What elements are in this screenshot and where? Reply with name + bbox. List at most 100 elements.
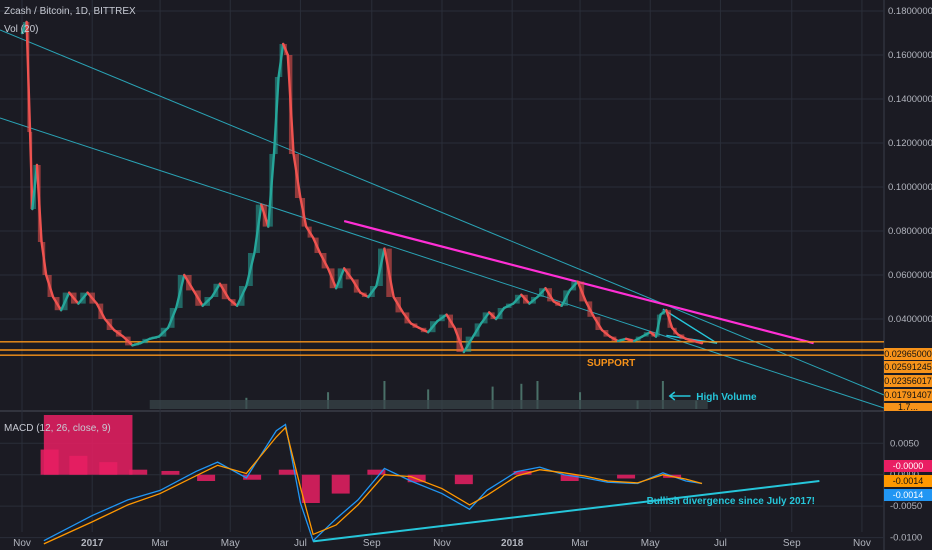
price-candle (288, 55, 293, 154)
price-tag-volume: 1.7... (884, 403, 932, 411)
price-candle (571, 281, 577, 291)
volume-bars (149, 381, 708, 409)
high-volume-arrowhead (668, 391, 676, 401)
price-candle (563, 290, 569, 306)
price-candle (307, 226, 312, 238)
price-candle (314, 237, 319, 253)
histogram-bar (513, 470, 532, 475)
price-candle (420, 327, 427, 333)
macd-pane (40, 415, 820, 545)
histogram-block-early (43, 415, 133, 475)
divergence-label: Bullish divergence since July 2017! (647, 496, 815, 507)
price-candle (619, 338, 625, 341)
macd-label: MACD (12, 26, close, 9) (4, 423, 111, 434)
x-tick-label: Jul (714, 538, 727, 549)
price-candle (186, 275, 192, 291)
price-candle (274, 77, 278, 154)
price-candle (369, 286, 375, 297)
histogram-bar (331, 474, 350, 494)
price-candle (643, 332, 649, 337)
price-candle (262, 204, 267, 227)
price-candle (221, 283, 228, 300)
macd-tick-label: 0.0050 (890, 438, 919, 449)
price-candle (482, 312, 488, 324)
price-candle (539, 288, 544, 297)
price-candle (627, 338, 633, 341)
price-candle (255, 204, 260, 253)
histogram-bar (243, 474, 262, 480)
price-candle (595, 316, 601, 330)
histogram-bar (617, 474, 636, 479)
long-trendline-1 (0, 117, 885, 409)
price-candle (151, 336, 158, 339)
price-candle (695, 341, 701, 344)
price-candle (195, 290, 201, 306)
long-trendline-2 (0, 29, 885, 396)
macd-tag-signal: -0.0014 (884, 475, 932, 487)
volume-bar (491, 386, 494, 409)
price-candle (587, 301, 593, 317)
price-candle (54, 297, 60, 311)
price-candle (497, 308, 503, 319)
price-candle (412, 323, 418, 328)
x-tick-label: Nov (433, 538, 451, 549)
x-tick-label: Nov (13, 538, 31, 549)
histogram-bar (161, 470, 180, 475)
price-candle (505, 303, 512, 308)
histogram-bar (197, 474, 216, 481)
volume-bar (536, 381, 539, 409)
price-candle (160, 327, 167, 337)
price-candle (125, 336, 131, 346)
high-volume-label: High Volume (696, 392, 757, 403)
price-candle (22, 22, 26, 33)
macd-tick-label: -0.0050 (890, 501, 922, 512)
price-candle (47, 275, 52, 297)
annotations: SUPPORT High Volume Bullish divergence sin… (587, 358, 815, 507)
x-tick-label: May (641, 538, 660, 549)
x-tick-label: 2017 (81, 538, 104, 549)
macd-tick-label: -0.0100 (890, 533, 922, 544)
price-candle (37, 165, 41, 242)
price-candle (474, 323, 480, 337)
price-candle (490, 312, 495, 319)
price-candle (169, 308, 175, 328)
price-candle (635, 336, 641, 341)
price-candle (579, 281, 585, 302)
x-tick-label: Mar (571, 538, 589, 549)
price-candle (284, 44, 287, 55)
x-tick-label: May (221, 538, 240, 549)
price-candle (80, 292, 86, 304)
price-candle (89, 292, 95, 304)
price-tag-current: 0.02965000 (884, 348, 932, 360)
volume-base (149, 400, 708, 409)
x-tick-label: Nov (853, 538, 871, 549)
x-tick-label: Mar (151, 538, 169, 549)
price-candle (115, 330, 122, 337)
price-candle (651, 332, 655, 337)
price-candle (230, 299, 236, 306)
price-candle (661, 310, 666, 315)
price-candle (456, 327, 462, 352)
price-candle (177, 275, 183, 308)
price-candle (71, 292, 77, 304)
histogram-bar (367, 469, 386, 475)
x-tick-label: Jul (294, 538, 307, 549)
x-tick-label: Sep (363, 538, 381, 549)
price-candle (247, 253, 253, 286)
price-tag-support-1: 0.02591245 (884, 361, 932, 373)
price-candle (98, 303, 104, 319)
price-candle (656, 314, 660, 337)
price-candle (106, 319, 113, 330)
price-candle (337, 268, 343, 289)
macd-tag-macd: -0.0014 (884, 489, 932, 501)
signal-line (43, 426, 703, 545)
price-candle (404, 312, 410, 324)
histogram-bar (278, 469, 297, 475)
price-candle (522, 294, 528, 304)
